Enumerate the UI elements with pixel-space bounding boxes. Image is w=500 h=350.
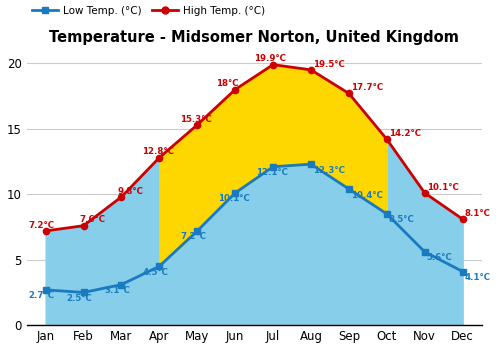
Text: 7.6°C: 7.6°C	[80, 215, 106, 224]
Title: Temperature - Midsomer Norton, United Kingdom: Temperature - Midsomer Norton, United Ki…	[49, 30, 459, 45]
Text: 10.4°C: 10.4°C	[351, 190, 382, 199]
Text: 9.8°C: 9.8°C	[118, 187, 144, 196]
Text: 12.3°C: 12.3°C	[313, 166, 345, 175]
Text: 10.1°C: 10.1°C	[426, 183, 458, 192]
Legend: Low Temp. (°C), High Temp. (°C): Low Temp. (°C), High Temp. (°C)	[32, 6, 266, 16]
Text: 12.1°C: 12.1°C	[256, 168, 288, 177]
Text: 8.5°C: 8.5°C	[388, 215, 414, 224]
Text: 15.3°C: 15.3°C	[180, 114, 212, 124]
Text: 14.2°C: 14.2°C	[388, 129, 420, 138]
Text: 4.5°C: 4.5°C	[142, 268, 168, 277]
Text: 4.1°C: 4.1°C	[464, 273, 490, 282]
Text: 18°C: 18°C	[216, 79, 238, 88]
Text: 7.2°C: 7.2°C	[180, 232, 206, 241]
Text: 7.2°C: 7.2°C	[28, 220, 54, 230]
Text: 2.5°C: 2.5°C	[66, 294, 92, 303]
Text: 2.7°C: 2.7°C	[28, 291, 54, 300]
Text: 19.5°C: 19.5°C	[313, 60, 344, 69]
Text: 5.6°C: 5.6°C	[426, 253, 452, 262]
Text: 19.9°C: 19.9°C	[254, 54, 286, 63]
Text: 10.1°C: 10.1°C	[218, 195, 250, 203]
Text: 12.8°C: 12.8°C	[142, 147, 174, 156]
Text: 17.7°C: 17.7°C	[351, 83, 383, 92]
Text: 8.1°C: 8.1°C	[464, 209, 490, 218]
Text: 3.1°C: 3.1°C	[104, 286, 130, 295]
